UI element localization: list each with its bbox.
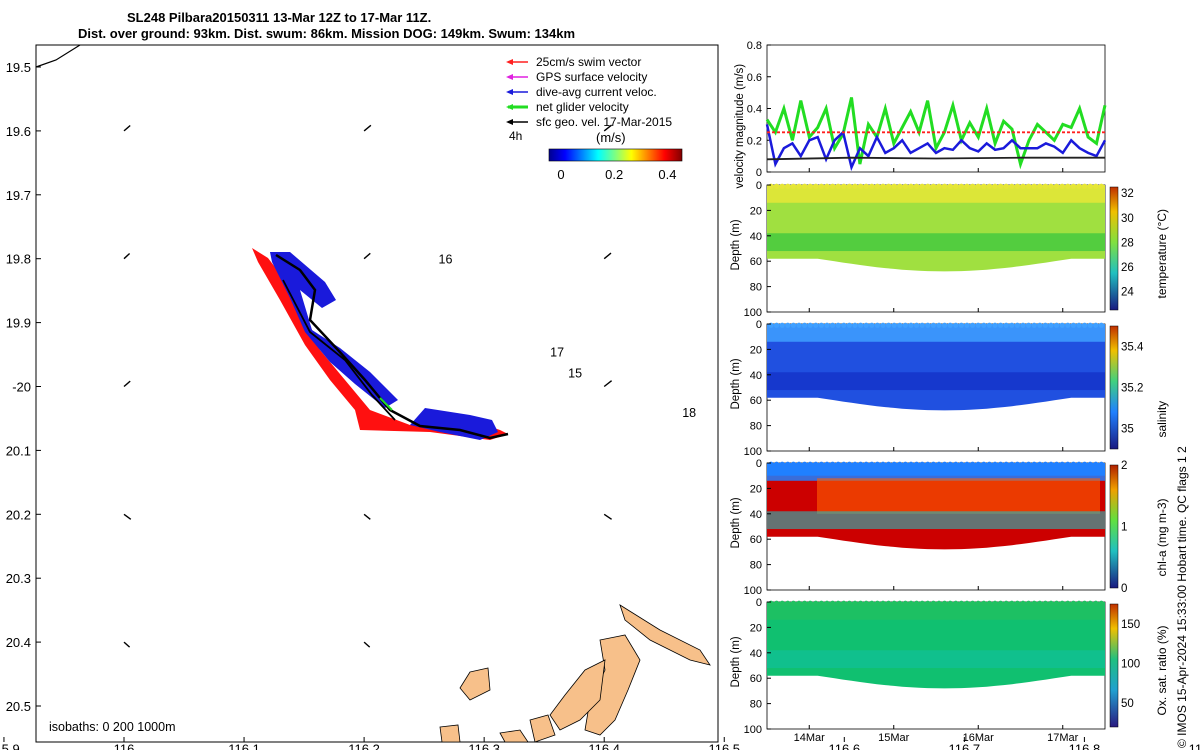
geo-velocity-arrow	[843, 379, 856, 388]
geo-velocity-arrow	[603, 252, 612, 260]
day-label: 14	[778, 418, 792, 432]
map-xtick-label: 115.9	[0, 742, 20, 750]
geo-velocity-arrow	[843, 251, 854, 260]
legend-label: dive-avg current veloc.	[536, 85, 657, 99]
geo-velocity-arrow	[123, 641, 131, 648]
colorbar-tick: 0.2	[605, 167, 623, 182]
geo-velocity-arrow	[603, 513, 612, 520]
geo-velocity-arrow	[123, 380, 131, 388]
geo-velocity-arrow	[363, 641, 371, 648]
island-land	[499, 729, 529, 743]
geo-velocity-arrow	[1084, 378, 1096, 388]
island-land	[549, 659, 606, 731]
colorbar-gradient	[548, 148, 683, 162]
colorbar-tick: 0	[557, 167, 564, 182]
legend-swatch-arrow	[506, 74, 513, 80]
geo-velocity-arrow	[1084, 641, 1094, 648]
map-ytick-label: 19.9	[6, 316, 31, 331]
map-ytick-label: 19.7	[6, 188, 31, 203]
geo-velocity-arrow	[123, 513, 132, 520]
map-ytick-label: 19.6	[6, 124, 31, 139]
legend-label: 25cm/s swim vector	[536, 55, 641, 69]
map-xtick-label: 116.2	[348, 742, 380, 750]
legend-extra: 4h	[509, 129, 522, 143]
dive-avg-current-band	[410, 408, 498, 440]
day-label: 16	[439, 253, 453, 267]
map-xtick-label: 116.9	[1189, 742, 1200, 750]
net-glider-track	[275, 253, 509, 440]
island-land	[439, 724, 461, 743]
island-land	[529, 714, 556, 743]
geo-velocity-arrow	[843, 124, 853, 132]
map-xtick-label: 116	[114, 742, 135, 750]
title-line-1: SL248 Pilbara20150311 13-Mar 12Z to 17-M…	[127, 10, 432, 25]
colorbar-label: (m/s)	[596, 130, 626, 145]
day-label: 15	[568, 366, 582, 380]
geo-velocity-arrow	[843, 641, 854, 648]
map-ytick-label: 20.4	[6, 635, 31, 650]
geo-velocity-arrow	[123, 124, 131, 132]
map-ytick-label: 19.8	[6, 252, 31, 267]
map-xtick-label: 116.8	[1069, 742, 1101, 750]
geo-velocity-arrow	[1084, 513, 1094, 520]
legend-swatch-arrow	[506, 104, 513, 110]
net-glider-segment	[379, 397, 393, 411]
geo-velocity-arrow	[843, 513, 854, 520]
isobath-note: isobaths: 0 200 1000m	[49, 720, 175, 734]
legend-label: GPS surface velocity	[536, 70, 647, 84]
geo-velocity-arrow	[1083, 124, 1093, 132]
title-line-2: Dist. over ground: 93km. Dist. swum: 86k…	[78, 26, 576, 41]
map-ytick-label: 20.5	[6, 699, 31, 714]
legend-label: sfc geo. vel. 17-Mar-2015	[536, 115, 672, 129]
island-land	[619, 604, 711, 666]
map-ytick-label: 19.5	[6, 60, 31, 75]
net-glider-track	[282, 279, 396, 421]
legend-swatch-arrow	[506, 59, 513, 65]
map-ytick-label: -20	[12, 380, 31, 395]
geo-velocity-arrow	[123, 252, 131, 260]
legend-swatch-arrow	[506, 89, 513, 95]
legend-label: net glider velocity	[536, 100, 629, 114]
map-xtick-label: 116.4	[588, 742, 620, 750]
geo-velocity-arrow	[363, 124, 372, 132]
day-label: 18	[682, 406, 696, 420]
map-xtick-label: 116.6	[829, 742, 861, 750]
geo-velocity-arrow	[363, 513, 371, 520]
map-ytick-label: 20.3	[6, 571, 31, 586]
geo-velocity-arrow	[363, 252, 371, 260]
geo-velocity-arrow	[603, 380, 613, 388]
day-label: 17	[550, 345, 564, 359]
island-land	[459, 667, 491, 701]
geo-velocity-arrow	[1084, 251, 1096, 260]
dive-avg-current-band	[270, 252, 398, 408]
legend-swatch-arrow	[506, 119, 513, 125]
map-ytick-label: 20.1	[6, 443, 31, 458]
geo-velocity-arrow	[603, 124, 613, 132]
map-xtick-label: 116.3	[468, 742, 500, 750]
map-xtick-label: 116.5	[708, 742, 740, 750]
coastline-corner	[35, 44, 81, 68]
map-xtick-label: 116.1	[228, 742, 260, 750]
map-ytick-label: 20.2	[6, 507, 31, 522]
colorbar-tick: 0.4	[658, 167, 676, 182]
map-xtick-label: 116.7	[949, 742, 981, 750]
